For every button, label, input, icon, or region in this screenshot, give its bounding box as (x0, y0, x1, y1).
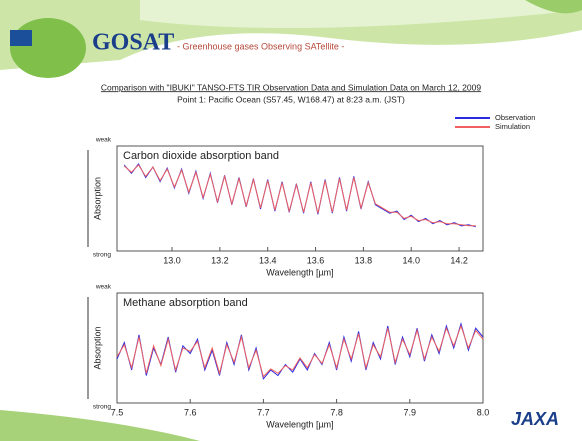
logo-globe (10, 18, 86, 78)
spectrum-line (116, 324, 484, 378)
x-axis-label: Wavelength [µm] (266, 419, 333, 429)
legend-label: Observation (495, 113, 535, 122)
band-label: Methane absorption band (123, 297, 248, 309)
x-tick-label: 7.5 (111, 407, 124, 417)
x-tick-label: 7.7 (257, 407, 270, 417)
header-band (140, 0, 582, 28)
x-tick-label: 7.9 (404, 407, 417, 417)
y-tick-label: weak (95, 137, 112, 144)
x-tick-label: 7.6 (184, 407, 197, 417)
x-tick-label: 13.0 (163, 255, 181, 265)
x-tick-label: 13.8 (355, 255, 373, 265)
logo-panel (10, 30, 32, 46)
x-axis-label: Wavelength [µm] (266, 267, 333, 277)
legend-label: Simulation (495, 122, 530, 131)
plot-frame (116, 292, 484, 404)
x-tick-label: 7.8 (330, 407, 343, 417)
y-tick-label: strong (93, 252, 111, 259)
corner-leaf (525, 0, 582, 14)
x-tick-label: 13.4 (259, 255, 277, 265)
x-tick-label: 14.0 (402, 255, 420, 265)
x-tick-label: 14.2 (450, 255, 468, 265)
x-tick-label: 8.0 (477, 407, 490, 417)
slide-title: Comparison with "IBUKI" TANSO-FTS TIR Ob… (101, 82, 481, 92)
jaxa-logo: JAXA (511, 409, 559, 429)
y-axis-label: Absorption (92, 177, 102, 220)
tagline: - Greenhouse gases Observing SATellite - (177, 41, 344, 51)
x-tick-label: 13.6 (307, 255, 325, 265)
band-label: Carbon dioxide absorption band (123, 150, 279, 162)
logo-text: GOSAT (92, 30, 174, 56)
y-axis-label: Absorption (92, 326, 102, 369)
x-tick-label: 13.2 (211, 255, 229, 265)
slide-subtitle: Point 1: Pacific Ocean (S57.45, W168.47)… (177, 94, 405, 104)
footer-leaf (0, 410, 200, 441)
y-tick-label: weak (95, 284, 112, 291)
y-tick-label: strong (93, 404, 111, 411)
spectrum-line (123, 164, 476, 227)
